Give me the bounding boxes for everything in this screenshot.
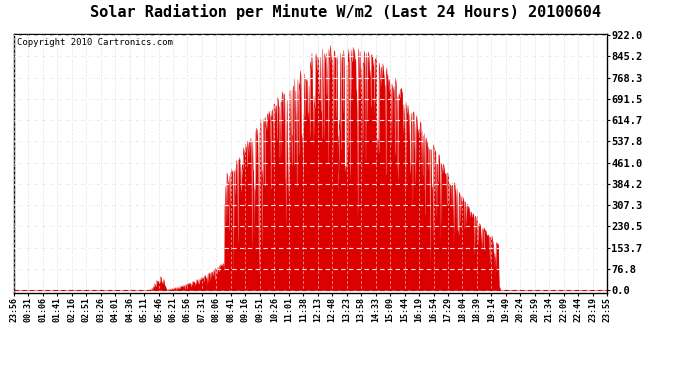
- Text: Solar Radiation per Minute W/m2 (Last 24 Hours) 20100604: Solar Radiation per Minute W/m2 (Last 24…: [90, 4, 600, 20]
- Text: Copyright 2010 Cartronics.com: Copyright 2010 Cartronics.com: [17, 38, 172, 46]
